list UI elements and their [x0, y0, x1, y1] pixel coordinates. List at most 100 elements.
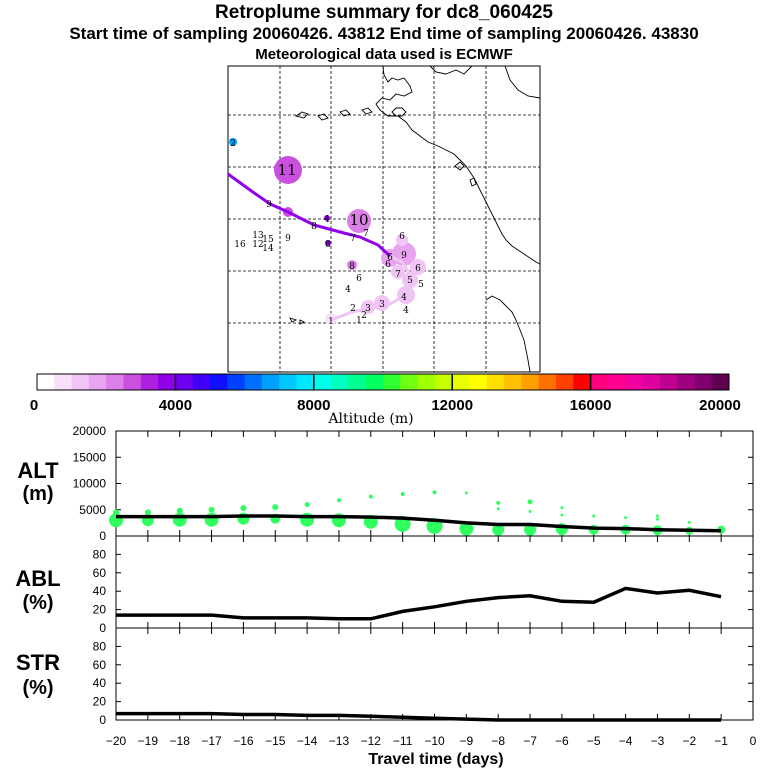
map-label: 15 [262, 235, 274, 245]
colorbar-swatch [677, 374, 695, 390]
colorbar-swatch [88, 374, 107, 390]
map-label: 10 [349, 211, 368, 229]
colorbar-swatch [521, 374, 540, 390]
map-label: 2 [361, 311, 367, 321]
colorbar-swatch [486, 374, 505, 390]
x-tick-label: −14 [297, 734, 318, 748]
colorbar-swatch [192, 374, 211, 390]
x-tick-label: −10 [424, 734, 445, 748]
colorbar-swatch [452, 374, 470, 390]
scatter-point [208, 506, 215, 513]
x-tick-label: −13 [329, 734, 350, 748]
colorbar-label: Altitude (m) [327, 411, 413, 427]
colorbar-swatch [573, 374, 592, 390]
map-label: 6 [356, 274, 362, 284]
x-tick-label: −17 [201, 734, 222, 748]
y-tick-label: 80 [93, 547, 107, 561]
x-tick-label: −19 [138, 734, 159, 748]
y-tick-label: 20 [93, 603, 107, 617]
scatter-point [655, 517, 659, 521]
scatter-point [528, 509, 532, 513]
scatter-point [113, 509, 119, 516]
map-label: 4 [401, 293, 407, 303]
panel-frame [115, 627, 754, 721]
scatter-point [272, 504, 279, 511]
panel-str: 0 20 40 60 80 STR(%) [16, 627, 754, 727]
y-tick-label: 0 [99, 713, 106, 727]
colorbar-swatch [383, 374, 401, 390]
x-tick-label: −15 [265, 734, 286, 748]
colorbar-swatch [556, 374, 574, 390]
colorbar-swatch [400, 374, 419, 390]
map-label: 9 [401, 251, 407, 261]
x-tick-label: −20 [106, 734, 127, 748]
colorbar-swatch [140, 374, 159, 390]
time-series-panels: 05000100001500020000ALT(m)020406080ABL(%… [15, 424, 756, 768]
scatter-point [687, 520, 691, 524]
scatter-point [464, 491, 468, 495]
map-label: 4 [324, 215, 330, 225]
colorbar-swatch [37, 374, 55, 390]
map-label: 2 [230, 139, 236, 149]
map-label: 11 [277, 161, 296, 179]
colorbar-swatch [106, 374, 124, 390]
map-label: 6 [385, 260, 391, 270]
series-line-alt [116, 514, 722, 533]
map-label: 6 [415, 264, 421, 274]
x-tick-label: −12 [361, 734, 382, 748]
map-label: 4 [403, 306, 409, 316]
colorbar-tick-label: 20000 [699, 397, 741, 414]
x-axis-label: Travel time (days) [368, 751, 503, 768]
map-label: 1 [328, 317, 334, 327]
altitude-colorbar: 0 4000 8000 12000 16000 20000 Altitude (m) [30, 373, 741, 427]
map-label: 14 [262, 244, 274, 254]
map-label: 5 [418, 280, 424, 290]
scatter-point [172, 512, 187, 527]
scatter-point [240, 505, 247, 512]
y-tick-label: 80 [93, 639, 107, 653]
x-tick-label: −4 [619, 734, 633, 748]
colorbar-swatch [348, 374, 367, 390]
scatter-point [496, 500, 501, 505]
x-tick-label: 0 [750, 734, 757, 748]
y-tick-label: 0 [99, 529, 106, 543]
scatter-point [400, 492, 405, 496]
map-label: 8 [311, 222, 317, 232]
x-tick-label: −2 [682, 734, 696, 748]
map-label: 8 [349, 262, 355, 272]
colorbar-swatch [261, 374, 280, 390]
y-tick-label: 20000 [73, 424, 107, 438]
x-axis: −20 −19 −18 −17 −16 −15 −14 −13 −12 −11 −10 −9 −8 −7−… [106, 734, 757, 768]
trajectory-path-recent [330, 254, 414, 322]
map-label: 5 [407, 276, 413, 286]
map-label: 13 [252, 231, 264, 241]
scatter-point [336, 498, 341, 503]
colorbar-tick-label: 8000 [297, 397, 330, 414]
colorbar-swatch [210, 374, 228, 390]
colorbar-swatch [659, 374, 678, 390]
trajectory-path [227, 172, 392, 258]
colorbar-tick-label: 16000 [570, 397, 612, 414]
map-label: 6 [387, 253, 393, 263]
scatter-point [176, 507, 183, 514]
y-tick-label: 5000 [79, 503, 106, 517]
x-tick-label: −16 [233, 734, 254, 748]
colorbar-swatch [158, 374, 176, 390]
x-tick-label: −18 [170, 734, 191, 748]
scatter-point [655, 514, 659, 518]
colorbar-swatch [538, 374, 557, 390]
panel-unit: (%) [22, 592, 53, 614]
scatter-point [144, 509, 151, 516]
y-tick-label: 20 [93, 695, 107, 709]
y-tick-label: 40 [93, 676, 107, 690]
colorbar-frame [36, 373, 730, 391]
colorbar-swatch [504, 374, 522, 390]
colorbar-swatch [417, 374, 436, 390]
panel-label: STR [16, 650, 60, 675]
colorbar-swatch [590, 374, 609, 390]
colorbar-swatch [296, 374, 315, 390]
x-tick-label: −6 [555, 734, 569, 748]
panel-label: ABL [15, 566, 60, 591]
y-tick-label: 0 [99, 621, 106, 635]
